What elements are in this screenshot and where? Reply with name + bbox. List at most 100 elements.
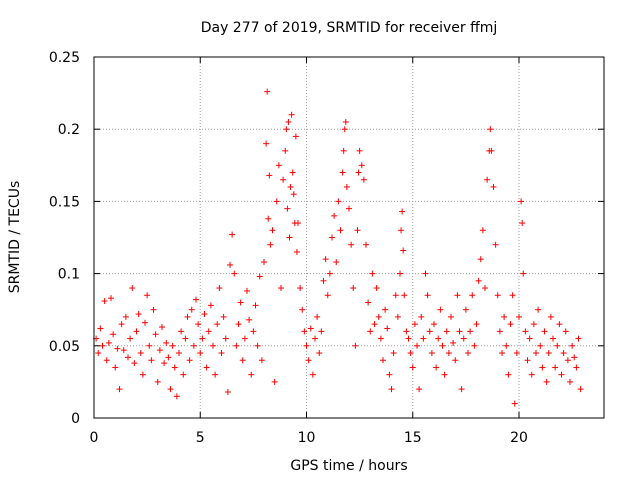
data-point [562, 328, 569, 335]
data-point [520, 270, 527, 277]
data-point [341, 126, 348, 133]
data-point [275, 162, 282, 169]
data-point [567, 378, 573, 385]
data-point [286, 234, 293, 241]
data-point [144, 292, 151, 299]
data-point [266, 172, 273, 179]
data-point [305, 357, 312, 364]
data-point [231, 270, 238, 277]
data-point [210, 342, 216, 349]
y-tick-label: 0.1 [58, 267, 80, 283]
y-tick-label: 0 [71, 411, 80, 427]
data-point [329, 234, 335, 241]
data-point [169, 342, 176, 349]
data-point [424, 292, 431, 299]
data-point [316, 350, 323, 357]
data-point [171, 364, 178, 371]
data-point [560, 350, 567, 357]
data-point [443, 328, 450, 335]
data-point [450, 339, 457, 346]
data-point [178, 328, 185, 335]
data-point [173, 393, 180, 400]
data-point [350, 285, 357, 292]
x-axis-label: GPS time / hours [290, 458, 407, 474]
data-point [435, 335, 442, 342]
data-point [558, 371, 565, 378]
data-point [340, 147, 347, 154]
data-point [218, 350, 225, 357]
data-point [375, 313, 382, 320]
data-point [131, 360, 138, 367]
data-point [518, 198, 525, 205]
data-point [114, 345, 121, 352]
data-point [418, 313, 425, 320]
data-point [352, 342, 359, 349]
data-point [267, 241, 274, 248]
data-point [252, 302, 259, 309]
data-point [537, 342, 544, 349]
data-point [409, 364, 416, 371]
data-point [287, 183, 294, 190]
data-point [282, 147, 289, 154]
data-point [519, 220, 526, 227]
data-point [577, 386, 584, 393]
data-point [264, 88, 271, 95]
data-point [108, 295, 114, 302]
data-point [411, 321, 418, 328]
data-point [133, 328, 140, 335]
data-point [150, 306, 157, 313]
data-point [309, 371, 316, 378]
data-point [348, 241, 355, 248]
data-point [550, 335, 556, 342]
data-point [122, 313, 129, 320]
data-point [318, 328, 325, 335]
data-point [377, 335, 384, 342]
data-point [507, 321, 514, 328]
y-tick-label: 0.15 [49, 194, 80, 210]
data-point [295, 220, 301, 227]
data-point [101, 298, 108, 305]
data-point [422, 270, 429, 277]
data-point [156, 347, 163, 354]
data-point [137, 350, 144, 357]
x-tick-label: 0 [90, 430, 99, 446]
data-point [229, 231, 236, 238]
data-point [473, 321, 480, 328]
data-point [256, 273, 263, 280]
data-point [333, 259, 340, 266]
data-point [535, 306, 542, 313]
data-point [433, 364, 440, 371]
data-point [322, 256, 329, 263]
data-point [530, 321, 537, 328]
data-point [573, 364, 580, 371]
data-point [193, 296, 199, 303]
data-point [280, 176, 287, 183]
data-point [95, 350, 102, 357]
data-point [244, 287, 250, 294]
data-point [152, 331, 159, 338]
data-point [129, 285, 136, 292]
data-point [448, 313, 454, 320]
data-point [188, 306, 195, 313]
data-point [509, 292, 516, 299]
data-point [386, 371, 393, 378]
data-point [420, 335, 427, 342]
data-point [475, 277, 482, 284]
data-point [203, 364, 210, 371]
data-point [539, 364, 546, 371]
data-point [571, 354, 578, 361]
data-point [355, 169, 362, 176]
data-point [99, 342, 106, 349]
data-point [569, 342, 576, 349]
data-point [246, 316, 253, 323]
data-point [110, 331, 117, 338]
data-point [118, 321, 125, 328]
data-point [346, 205, 352, 212]
data-point [496, 328, 503, 335]
data-point [477, 256, 484, 263]
data-point [499, 350, 505, 357]
data-point [163, 339, 170, 346]
data-point [431, 321, 437, 328]
data-point [120, 347, 127, 354]
